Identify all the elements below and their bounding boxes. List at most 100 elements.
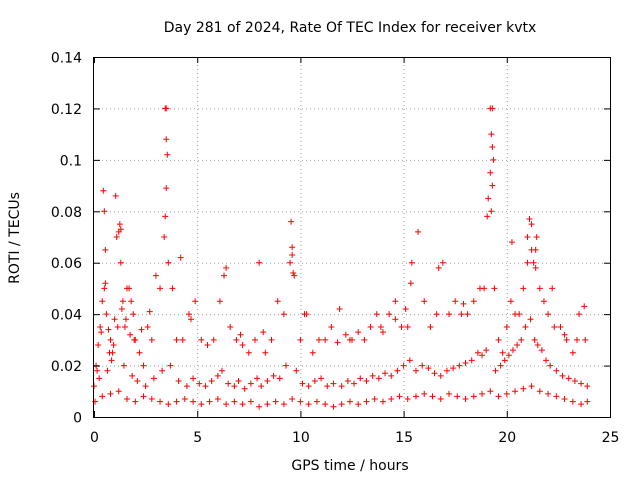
- data-point: [338, 383, 345, 390]
- data-point: [165, 401, 172, 408]
- data-point: [501, 357, 508, 364]
- data-point: [487, 169, 494, 176]
- data-point: [104, 367, 111, 374]
- data-point: [454, 393, 461, 400]
- data-point: [363, 398, 370, 405]
- data-point: [533, 234, 540, 240]
- data-point: [582, 336, 589, 343]
- data-point: [429, 393, 436, 400]
- data-point: [367, 324, 374, 330]
- data-point: [336, 306, 343, 312]
- data-point: [231, 398, 238, 405]
- data-point: [404, 396, 411, 402]
- data-point: [121, 324, 128, 330]
- data-point: [237, 331, 244, 338]
- data-point: [412, 367, 419, 374]
- data-point: [167, 362, 174, 369]
- data-point: [507, 298, 514, 305]
- data-point: [106, 349, 113, 356]
- x-tick-label: 10: [292, 430, 310, 446]
- data-point: [330, 380, 337, 387]
- data-point: [96, 375, 103, 382]
- data-point: [95, 342, 102, 348]
- data-points: [91, 105, 591, 410]
- data-point: [553, 393, 560, 400]
- data-point: [536, 285, 543, 292]
- data-point: [355, 329, 362, 336]
- data-point: [251, 336, 258, 343]
- data-point: [344, 378, 351, 384]
- data-point: [578, 401, 585, 408]
- data-point: [487, 388, 494, 395]
- data-point: [216, 298, 223, 305]
- data-point: [576, 311, 583, 318]
- y-tick-label: 0: [73, 411, 82, 427]
- data-point: [102, 246, 109, 253]
- data-point: [247, 398, 254, 405]
- data-point: [485, 195, 492, 202]
- data-point: [274, 298, 281, 305]
- data-point: [291, 272, 298, 279]
- data-point: [571, 378, 578, 384]
- data-point: [421, 390, 428, 397]
- data-point: [322, 401, 329, 408]
- data-point: [289, 396, 296, 402]
- data-point: [481, 285, 488, 292]
- data-point: [282, 362, 289, 369]
- data-point: [131, 336, 138, 343]
- data-point: [264, 401, 271, 408]
- data-point: [487, 105, 494, 112]
- data-point: [351, 380, 358, 387]
- data-point: [159, 367, 166, 374]
- data-point: [584, 383, 591, 390]
- data-point: [357, 375, 364, 382]
- data-point: [474, 349, 481, 356]
- data-point: [127, 331, 134, 338]
- data-point: [173, 398, 180, 405]
- data-point: [483, 347, 490, 354]
- data-point: [528, 383, 535, 390]
- data-point: [437, 396, 444, 402]
- data-point: [489, 182, 496, 189]
- data-point: [214, 372, 221, 379]
- data-point: [433, 311, 440, 318]
- data-point: [505, 352, 512, 359]
- data-point: [204, 342, 211, 348]
- data-point: [569, 349, 576, 356]
- data-point: [305, 383, 312, 390]
- data-point: [563, 336, 570, 343]
- data-point: [235, 378, 242, 384]
- data-point: [355, 401, 362, 408]
- data-point: [198, 401, 205, 408]
- data-point: [290, 270, 297, 276]
- data-point: [470, 393, 477, 400]
- data-point: [400, 362, 407, 369]
- data-point: [163, 136, 170, 143]
- data-point: [431, 370, 438, 377]
- data-point: [499, 349, 506, 356]
- data-point: [489, 144, 496, 150]
- data-point: [561, 331, 568, 338]
- data-point: [540, 298, 547, 305]
- data-point: [363, 378, 370, 384]
- data-point: [503, 324, 510, 330]
- data-point: [221, 272, 228, 279]
- data-point: [181, 396, 188, 402]
- data-point: [573, 336, 580, 343]
- data-point: [373, 311, 380, 318]
- data-point: [491, 285, 498, 292]
- data-point: [126, 285, 133, 292]
- data-point: [543, 357, 550, 364]
- data-point: [522, 324, 529, 330]
- data-point: [419, 362, 426, 369]
- y-tick-labels: 0 0.02 0.04 0.06 0.08 0.1 0.12 0.14: [51, 51, 82, 427]
- data-point: [470, 298, 477, 305]
- data-point: [130, 311, 137, 318]
- data-point: [233, 336, 240, 343]
- data-point: [404, 324, 411, 330]
- data-point: [530, 259, 537, 266]
- data-point: [495, 393, 502, 400]
- data-point: [565, 375, 572, 382]
- data-point: [223, 264, 230, 271]
- data-point: [94, 367, 101, 374]
